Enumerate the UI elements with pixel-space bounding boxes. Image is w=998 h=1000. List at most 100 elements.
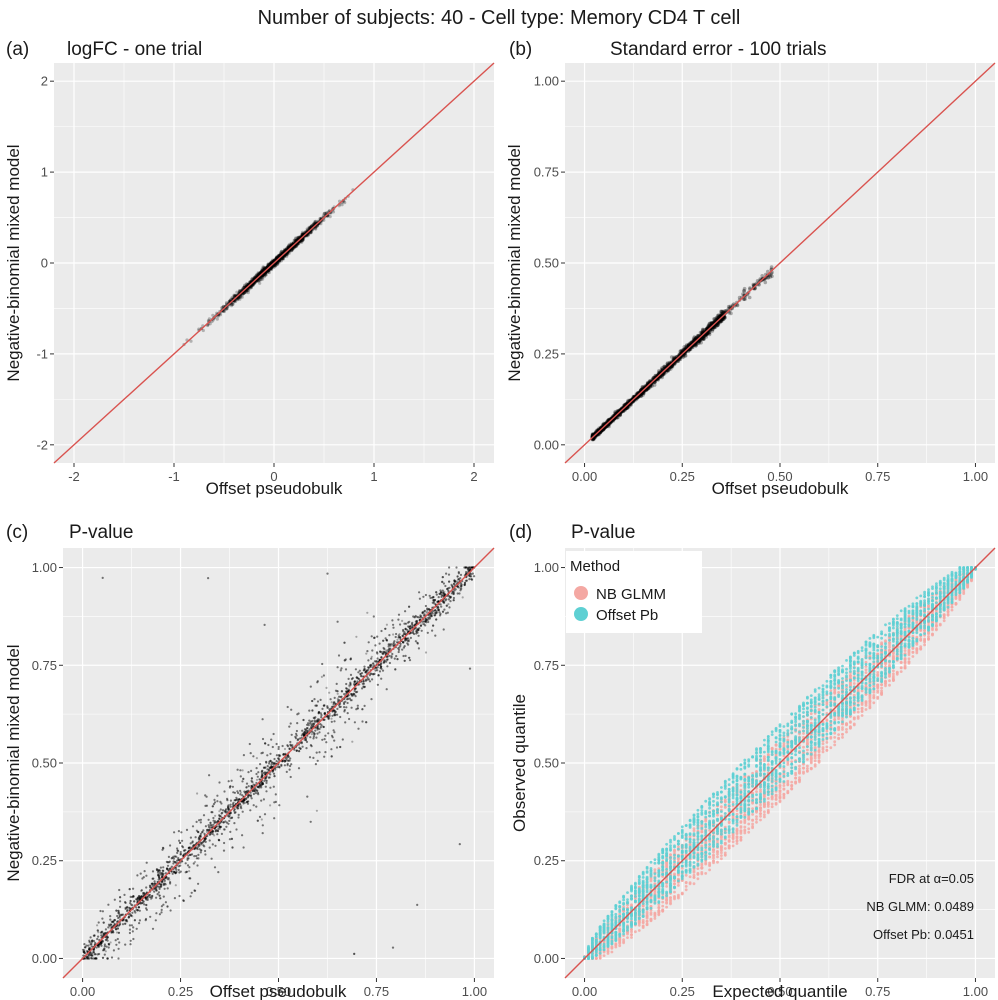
data-point bbox=[262, 272, 266, 277]
data-point bbox=[301, 238, 305, 242]
data-point bbox=[290, 248, 294, 252]
data-point bbox=[275, 255, 279, 259]
y-tick-label: 0.75 bbox=[534, 165, 559, 180]
data-point bbox=[267, 262, 271, 267]
data-point bbox=[242, 286, 246, 290]
panel-b-y-label: Negative-binomial mixed model bbox=[505, 144, 524, 381]
data-point bbox=[287, 243, 291, 247]
data-point bbox=[255, 757, 258, 760]
x-tick-label: -1 bbox=[168, 469, 180, 484]
y-tick-label: 1.00 bbox=[534, 74, 559, 89]
data-point bbox=[336, 692, 339, 695]
data-point bbox=[270, 260, 274, 264]
panel-a-x-label: Offset pseudobulk bbox=[206, 479, 343, 498]
data-point bbox=[313, 227, 317, 231]
data-point bbox=[243, 291, 247, 295]
data-point bbox=[261, 265, 265, 269]
data-point bbox=[340, 203, 344, 207]
data-point bbox=[238, 289, 242, 293]
data-point bbox=[214, 814, 217, 817]
y-tick-label: 0.25 bbox=[534, 346, 559, 361]
data-point bbox=[277, 254, 281, 258]
data-point bbox=[211, 313, 215, 317]
data-point bbox=[396, 638, 399, 641]
data-point bbox=[248, 287, 252, 291]
panel-a-label: (a) bbox=[6, 39, 29, 60]
y-tick-label: 2 bbox=[41, 74, 48, 89]
y-tick-label: 0.50 bbox=[534, 256, 559, 271]
data-point bbox=[716, 314, 721, 319]
data-point bbox=[288, 243, 292, 247]
data-point bbox=[272, 264, 276, 268]
data-point bbox=[270, 265, 274, 269]
data-point bbox=[250, 276, 254, 281]
x-tick-label: 1.00 bbox=[963, 469, 988, 484]
data-point bbox=[285, 246, 289, 250]
data-point bbox=[261, 267, 265, 271]
data-point bbox=[283, 249, 287, 253]
data-point bbox=[278, 259, 282, 263]
data-point bbox=[312, 222, 316, 226]
data-point bbox=[742, 289, 746, 294]
data-point bbox=[274, 264, 278, 268]
data-point bbox=[263, 266, 267, 270]
data-point bbox=[295, 243, 299, 247]
data-point bbox=[253, 274, 257, 279]
data-point bbox=[297, 242, 301, 246]
data-point bbox=[267, 263, 271, 267]
data-point bbox=[268, 261, 272, 265]
data-point bbox=[315, 809, 318, 812]
data-point bbox=[269, 261, 273, 265]
data-point bbox=[245, 289, 249, 293]
data-point bbox=[328, 691, 331, 694]
data-point bbox=[218, 313, 223, 317]
data-point bbox=[255, 778, 259, 781]
data-point bbox=[258, 281, 262, 285]
data-point bbox=[461, 596, 464, 599]
data-point bbox=[259, 270, 263, 274]
data-point bbox=[273, 264, 277, 268]
data-point bbox=[276, 254, 280, 258]
data-point bbox=[424, 651, 428, 654]
data-point bbox=[269, 267, 273, 271]
data-point bbox=[256, 272, 260, 276]
data-point bbox=[401, 619, 404, 623]
data-point bbox=[265, 270, 269, 274]
data-point bbox=[276, 260, 280, 264]
data-point bbox=[640, 385, 645, 390]
data-point bbox=[279, 251, 283, 255]
data-point bbox=[747, 295, 752, 300]
data-point bbox=[310, 224, 314, 228]
data-point bbox=[237, 296, 241, 300]
data-point bbox=[257, 279, 261, 283]
data-point bbox=[109, 941, 112, 944]
data-point bbox=[246, 289, 250, 293]
data-point bbox=[279, 251, 283, 255]
x-tick-label: 0.25 bbox=[670, 469, 695, 484]
data-point bbox=[230, 302, 235, 307]
data-point bbox=[96, 924, 99, 927]
data-point bbox=[309, 230, 313, 234]
data-point bbox=[283, 254, 287, 259]
data-point bbox=[310, 224, 314, 228]
data-point bbox=[267, 270, 271, 275]
data-point bbox=[224, 307, 229, 311]
panel-c-label: (c) bbox=[6, 522, 28, 543]
data-point bbox=[269, 261, 273, 265]
x-tick-label: 1 bbox=[370, 469, 377, 484]
data-point bbox=[328, 215, 332, 219]
data-point bbox=[259, 270, 263, 274]
data-point bbox=[246, 288, 250, 292]
data-point bbox=[259, 270, 263, 274]
data-point bbox=[425, 611, 428, 614]
data-point bbox=[251, 283, 255, 287]
panel-a-y-label: Negative-binomial mixed model bbox=[4, 144, 23, 381]
data-point bbox=[270, 258, 275, 262]
y-tick-label: 0.00 bbox=[534, 437, 559, 452]
data-point bbox=[313, 221, 317, 225]
panel-b-title: Standard error - 100 trials bbox=[610, 39, 827, 60]
data-point bbox=[672, 355, 676, 360]
y-tick-label: -1 bbox=[36, 346, 48, 361]
x-tick-label: 0.00 bbox=[572, 469, 597, 484]
